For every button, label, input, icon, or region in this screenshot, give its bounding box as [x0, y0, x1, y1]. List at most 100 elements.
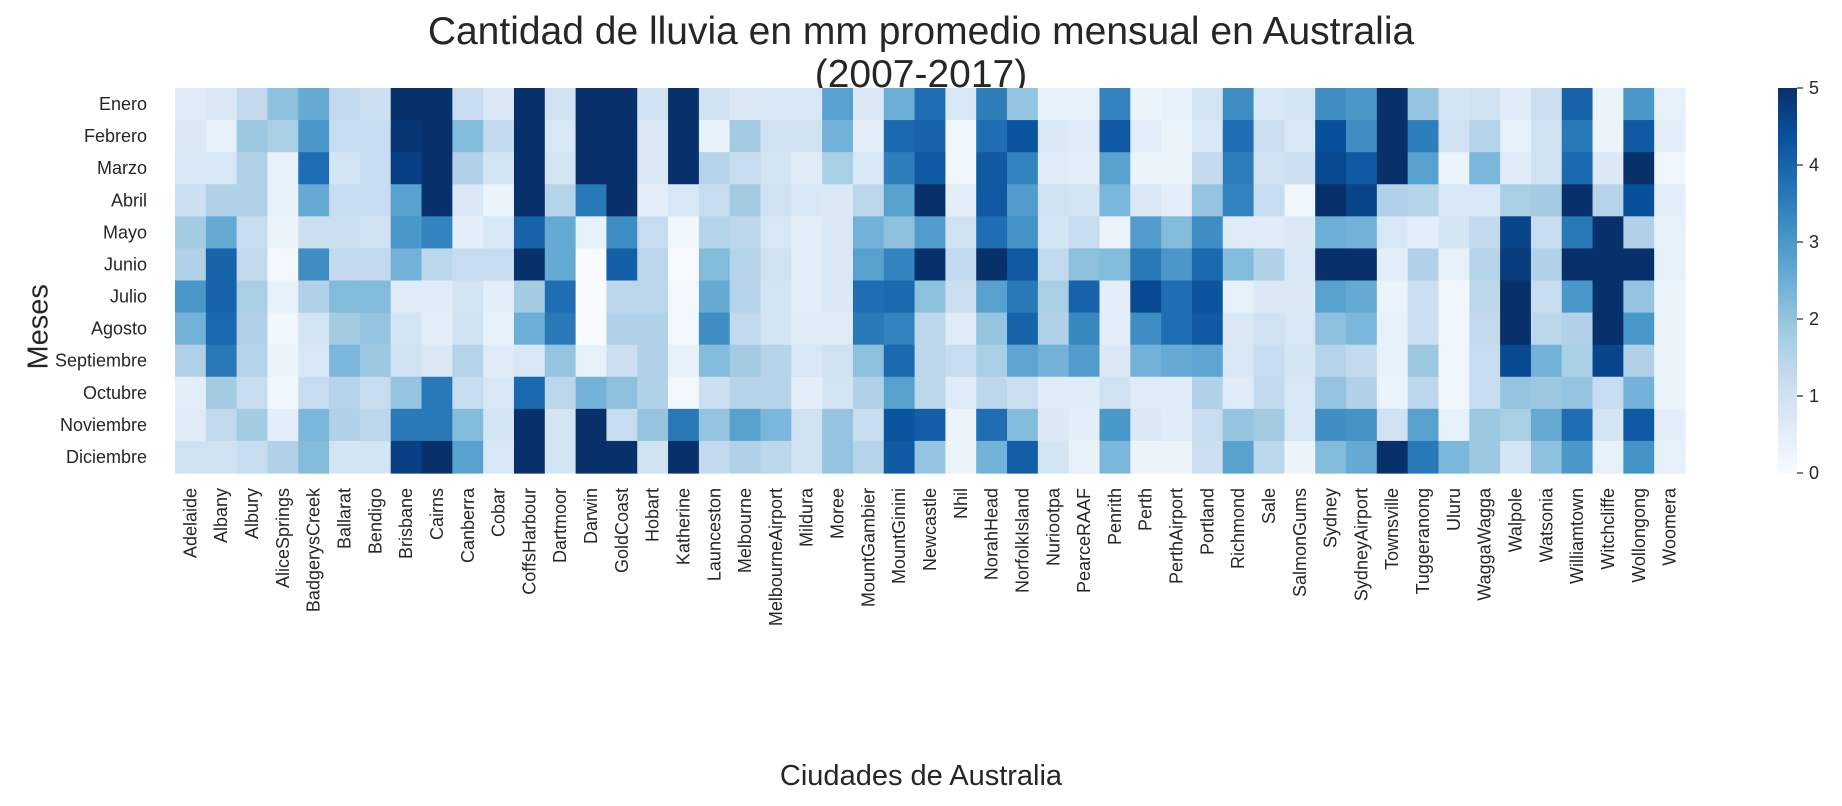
y-tick-label: Agosto	[91, 319, 147, 339]
heatmap-cell	[945, 408, 977, 442]
heatmap-cell	[452, 120, 484, 153]
heatmap-cell	[1561, 344, 1594, 378]
heatmap-cell	[1253, 88, 1285, 121]
heatmap-cell	[637, 344, 669, 378]
heatmap-cell	[945, 280, 977, 314]
heatmap-cell	[760, 88, 792, 121]
heatmap-cell	[1623, 248, 1655, 282]
heatmap-cell	[1592, 280, 1624, 314]
heatmap-cell	[945, 184, 977, 217]
heatmap-cell	[1561, 312, 1594, 346]
heatmap-cell	[791, 248, 823, 282]
heatmap-cell	[1376, 184, 1409, 217]
x-tick-label: Bendigo	[365, 488, 385, 554]
heatmap-cell	[359, 376, 392, 410]
heatmap-cell	[298, 184, 330, 217]
heatmap-cell	[1346, 248, 1378, 282]
heatmap-cell	[483, 440, 515, 474]
heatmap-cell	[1654, 312, 1686, 346]
heatmap-cell	[1161, 376, 1193, 410]
heatmap-cell	[1191, 184, 1224, 217]
heatmap-cell	[1007, 408, 1039, 442]
heatmap-cell	[883, 248, 916, 282]
heatmap-cell	[637, 312, 669, 346]
heatmap-cell	[791, 280, 823, 314]
heatmap-cell	[544, 120, 577, 153]
heatmap-cell	[1530, 88, 1563, 121]
heatmap-cell	[298, 120, 330, 153]
heatmap-cell	[1130, 248, 1162, 282]
heatmap-cell	[1592, 152, 1624, 185]
colorbar-tick-label: 1	[1809, 386, 1819, 406]
heatmap-cell	[452, 408, 484, 442]
heatmap-cell	[1438, 344, 1470, 378]
heatmap-cell	[668, 376, 700, 410]
heatmap-cell	[1099, 440, 1131, 474]
heatmap-cell	[390, 280, 423, 314]
heatmap-cell	[329, 440, 361, 474]
heatmap-cell	[791, 312, 823, 346]
heatmap-cell	[236, 120, 269, 153]
heatmap-cell	[1561, 280, 1594, 314]
heatmap-cell	[390, 152, 423, 185]
heatmap-cell	[791, 408, 823, 442]
heatmap-cell	[1530, 344, 1563, 378]
heatmap-cell	[267, 184, 299, 217]
heatmap-cell	[1654, 408, 1686, 442]
heatmap-cell	[945, 376, 977, 410]
heatmap-cell	[1438, 152, 1470, 185]
heatmap-cell	[1161, 88, 1193, 121]
heatmap-cell	[1376, 248, 1409, 282]
heatmap-cell	[914, 88, 947, 121]
heatmap-cell	[1037, 184, 1070, 217]
heatmap-cell	[421, 312, 453, 346]
x-tick-label: Perth	[1136, 488, 1156, 531]
y-tick-label: Noviembre	[60, 415, 147, 435]
heatmap-cell	[791, 216, 823, 250]
heatmap-cell	[668, 184, 700, 217]
x-tick-label: GoldCoast	[612, 488, 632, 573]
chart-title-line-1: Cantidad de lluvia en mm promedio mensua…	[427, 10, 1415, 53]
heatmap-cell	[544, 248, 577, 282]
heatmap-cell	[390, 376, 423, 410]
heatmap-cell	[1346, 88, 1378, 121]
heatmap-cell	[236, 312, 269, 346]
heatmap-cell	[1592, 88, 1624, 121]
y-tick-label: Mayo	[103, 222, 147, 242]
heatmap-cell	[945, 120, 977, 153]
heatmap-cell	[329, 248, 361, 282]
heatmap-cell	[914, 216, 947, 250]
heatmap-cell	[1253, 408, 1285, 442]
heatmap-cell	[575, 408, 608, 442]
heatmap-cell	[1253, 248, 1285, 282]
x-tick-label: AliceSprings	[273, 488, 293, 588]
heatmap-cell	[1654, 344, 1686, 378]
heatmap-cell	[1407, 376, 1440, 410]
heatmap-cell	[1253, 280, 1285, 314]
heatmap-cell	[976, 312, 1008, 346]
x-tick-label: SydneyAirport	[1351, 488, 1371, 601]
heatmap-cell	[1376, 408, 1409, 442]
heatmap-cell	[1068, 120, 1101, 153]
heatmap-cells	[175, 88, 1686, 474]
heatmap-cell	[852, 152, 885, 185]
heatmap-cell	[513, 120, 546, 153]
heatmap-cell	[575, 152, 608, 185]
heatmap-cell	[1130, 216, 1162, 250]
heatmap-cell	[267, 248, 299, 282]
heatmap-cell	[1253, 120, 1285, 153]
heatmap-cell	[852, 120, 885, 153]
heatmap-cell	[1592, 408, 1624, 442]
heatmap-cell	[637, 248, 669, 282]
heatmap-cell	[1654, 120, 1686, 153]
heatmap-cell	[1376, 280, 1409, 314]
heatmap-cell	[729, 88, 762, 121]
heatmap-cell	[1315, 344, 1347, 378]
heatmap-cell	[1099, 216, 1131, 250]
heatmap-cell	[236, 152, 269, 185]
heatmap-cell	[298, 344, 330, 378]
heatmap-cell	[1007, 216, 1039, 250]
heatmap-cell	[1469, 216, 1501, 250]
heatmap-cell	[175, 184, 207, 217]
